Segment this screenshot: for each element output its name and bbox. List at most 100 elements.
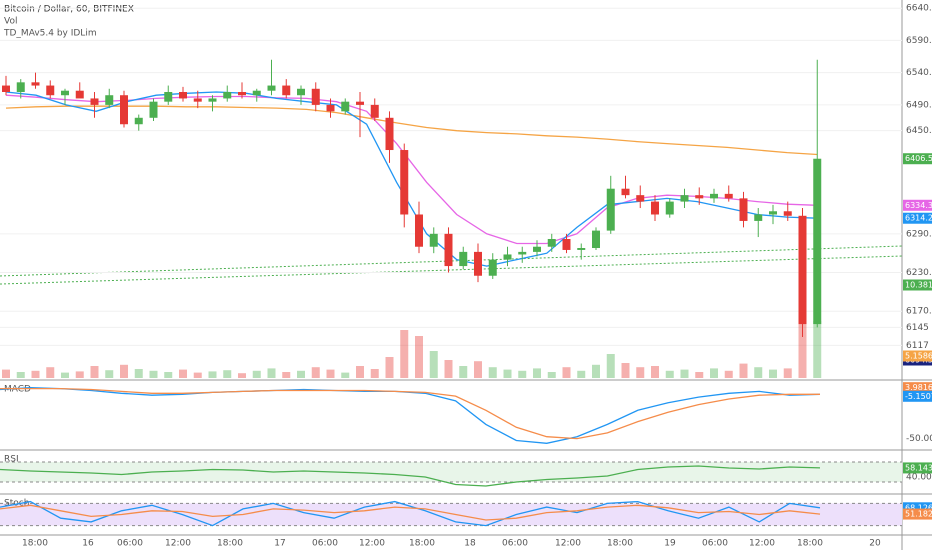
candle-body <box>90 98 99 105</box>
volume-bar <box>149 370 158 378</box>
volume-bar <box>193 372 202 378</box>
volume-bar <box>533 368 541 378</box>
candle-body <box>164 91 173 102</box>
indicator-band <box>0 503 902 526</box>
y-tick-label: 40.0000 <box>906 473 932 483</box>
candle-body <box>592 230 600 249</box>
volume-bar <box>46 367 55 378</box>
candle-body <box>193 98 202 102</box>
volume-bar <box>724 370 733 378</box>
y-tick-label: 6450.0 <box>906 126 932 136</box>
panel-label: MACD <box>4 385 31 395</box>
volume-bar <box>429 351 438 378</box>
x-tick-label: 19 <box>664 539 676 549</box>
candle-body <box>105 95 114 105</box>
candle-body <box>341 101 350 112</box>
candle-body <box>385 117 394 151</box>
x-tick-label: 06:00 <box>117 539 143 549</box>
x-tick-label: 18:00 <box>607 539 633 549</box>
x-tick-label: 06:00 <box>702 539 728 549</box>
volume-bar <box>754 367 763 378</box>
candle-body <box>562 238 571 250</box>
price-tag-text: 3.9816 <box>905 383 932 392</box>
volume-tag <box>903 279 932 291</box>
y-tick-label: 6170.0 <box>906 307 932 317</box>
volume-bar <box>813 321 822 378</box>
candle-body <box>61 90 69 96</box>
indicator-line <box>5 105 818 156</box>
volume-bar <box>592 364 600 378</box>
x-tick-label: 18:00 <box>797 539 823 549</box>
x-tick-label: 18:00 <box>217 539 243 549</box>
volume-bar <box>16 372 25 378</box>
x-tick-label: 12:00 <box>555 539 581 549</box>
x-tick-label: 12:00 <box>165 539 191 549</box>
volume-bar <box>577 370 586 378</box>
candle-body <box>238 91 246 96</box>
candle-body <box>223 91 232 99</box>
candle-body <box>46 85 55 96</box>
candle-body <box>459 251 468 267</box>
candle-body <box>547 238 556 247</box>
volume-bar <box>459 366 468 378</box>
indicator-line <box>0 504 821 521</box>
trend-line <box>0 255 903 285</box>
y-tick-label: 6640.0 <box>906 4 932 14</box>
volume-bar <box>400 330 409 378</box>
volume-bar <box>252 370 261 378</box>
indicator-line <box>0 500 821 527</box>
volume-bar <box>31 370 40 378</box>
price-tag <box>903 153 932 165</box>
candle-body <box>739 198 748 221</box>
y-tick-label: 6145 <box>906 323 929 333</box>
candle-body <box>813 158 822 325</box>
volume-bar <box>783 368 792 378</box>
candle-body <box>282 85 291 96</box>
candle-body <box>16 82 25 92</box>
candle-body <box>518 251 527 255</box>
candle-body <box>297 88 305 96</box>
volume-bar <box>223 370 232 378</box>
price-tag <box>903 382 932 394</box>
x-tick-label: 18 <box>464 539 476 549</box>
volume-bar <box>90 366 99 378</box>
volume-bar <box>179 369 187 378</box>
x-tick-label: 18:00 <box>22 539 48 549</box>
candle-body <box>474 251 482 276</box>
candle-body <box>444 233 453 267</box>
candle-body <box>769 211 777 215</box>
volume-bar <box>518 370 527 378</box>
volume-bar <box>665 370 674 378</box>
y-tick-label: 6230.0 <box>906 268 932 278</box>
y-tick-label: 6540.0 <box>906 68 932 78</box>
volume-bar <box>238 373 246 378</box>
candle-body <box>149 101 158 118</box>
volume-bar <box>120 364 128 378</box>
price-tag-text: 58.1438 <box>905 463 932 472</box>
candle-body <box>577 248 586 250</box>
indicator-line <box>0 387 820 440</box>
price-tag-text: -5.1507 <box>905 392 932 401</box>
candle-body <box>724 193 733 199</box>
candle-body <box>606 188 615 231</box>
candle-body <box>783 211 792 216</box>
price-tag-text: 6314.2 <box>905 214 932 223</box>
volume-bar <box>2 369 10 378</box>
volume-bar <box>105 370 114 378</box>
trend-line <box>0 245 903 277</box>
indicator-band <box>0 462 902 482</box>
price-tag <box>903 390 932 402</box>
candle-body <box>267 85 276 91</box>
candle-body <box>695 195 704 199</box>
candle-body <box>503 254 512 260</box>
price-tag <box>903 508 932 520</box>
x-tick-label: 12:00 <box>749 539 775 549</box>
volume-bar <box>503 369 512 378</box>
candle-body <box>415 214 423 247</box>
candle-body <box>651 201 659 215</box>
candle-body <box>370 104 379 118</box>
volume-bar <box>164 372 173 378</box>
price-tag-text: 6406.5 <box>905 154 932 163</box>
